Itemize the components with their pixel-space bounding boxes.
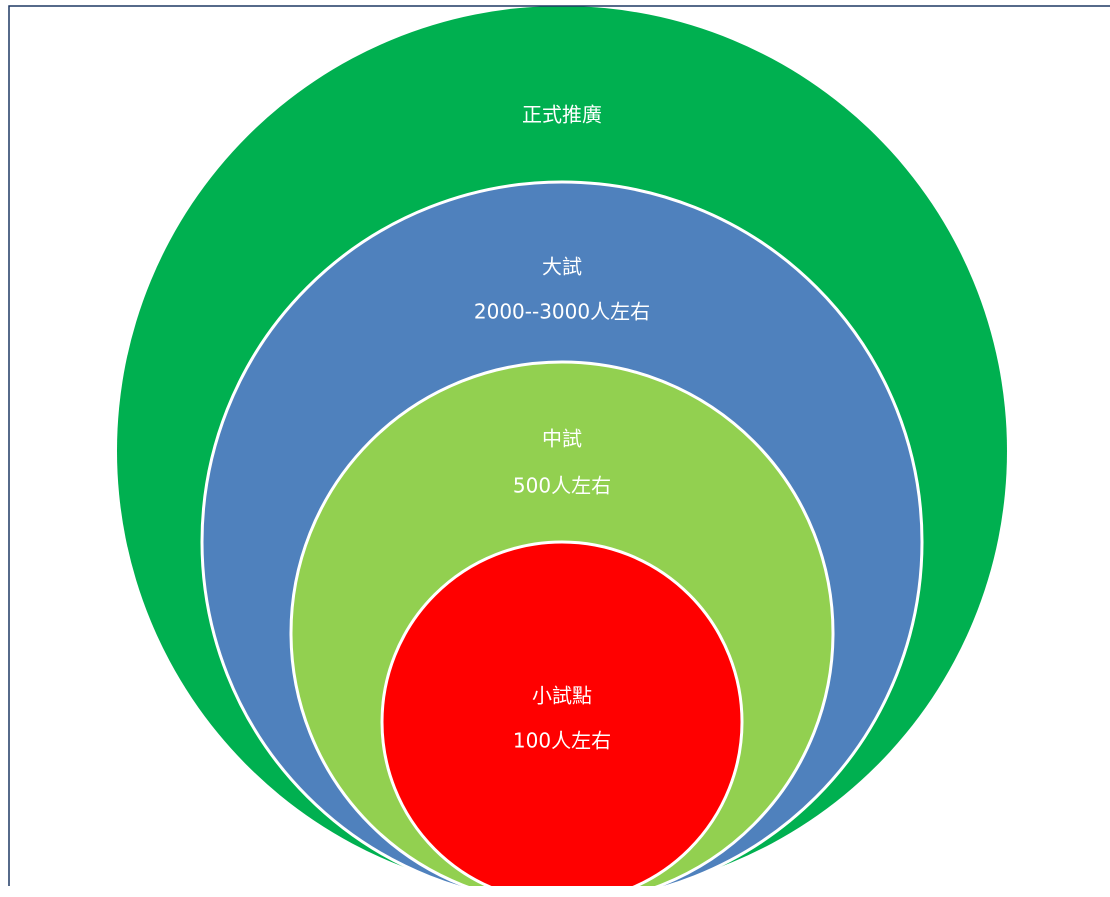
label: 大試 [542, 255, 582, 279]
label: 500人左右 [513, 474, 611, 498]
label: 2000--3000人左右 [474, 300, 650, 324]
circle-pilot [380, 540, 744, 886]
nested-circles [117, 6, 1007, 886]
label: 小試點 [532, 684, 592, 708]
label: 正式推廣 [522, 103, 602, 127]
label: 中試 [542, 427, 582, 451]
frame-border [8, 5, 1110, 886]
label: 100人左右 [513, 729, 611, 753]
